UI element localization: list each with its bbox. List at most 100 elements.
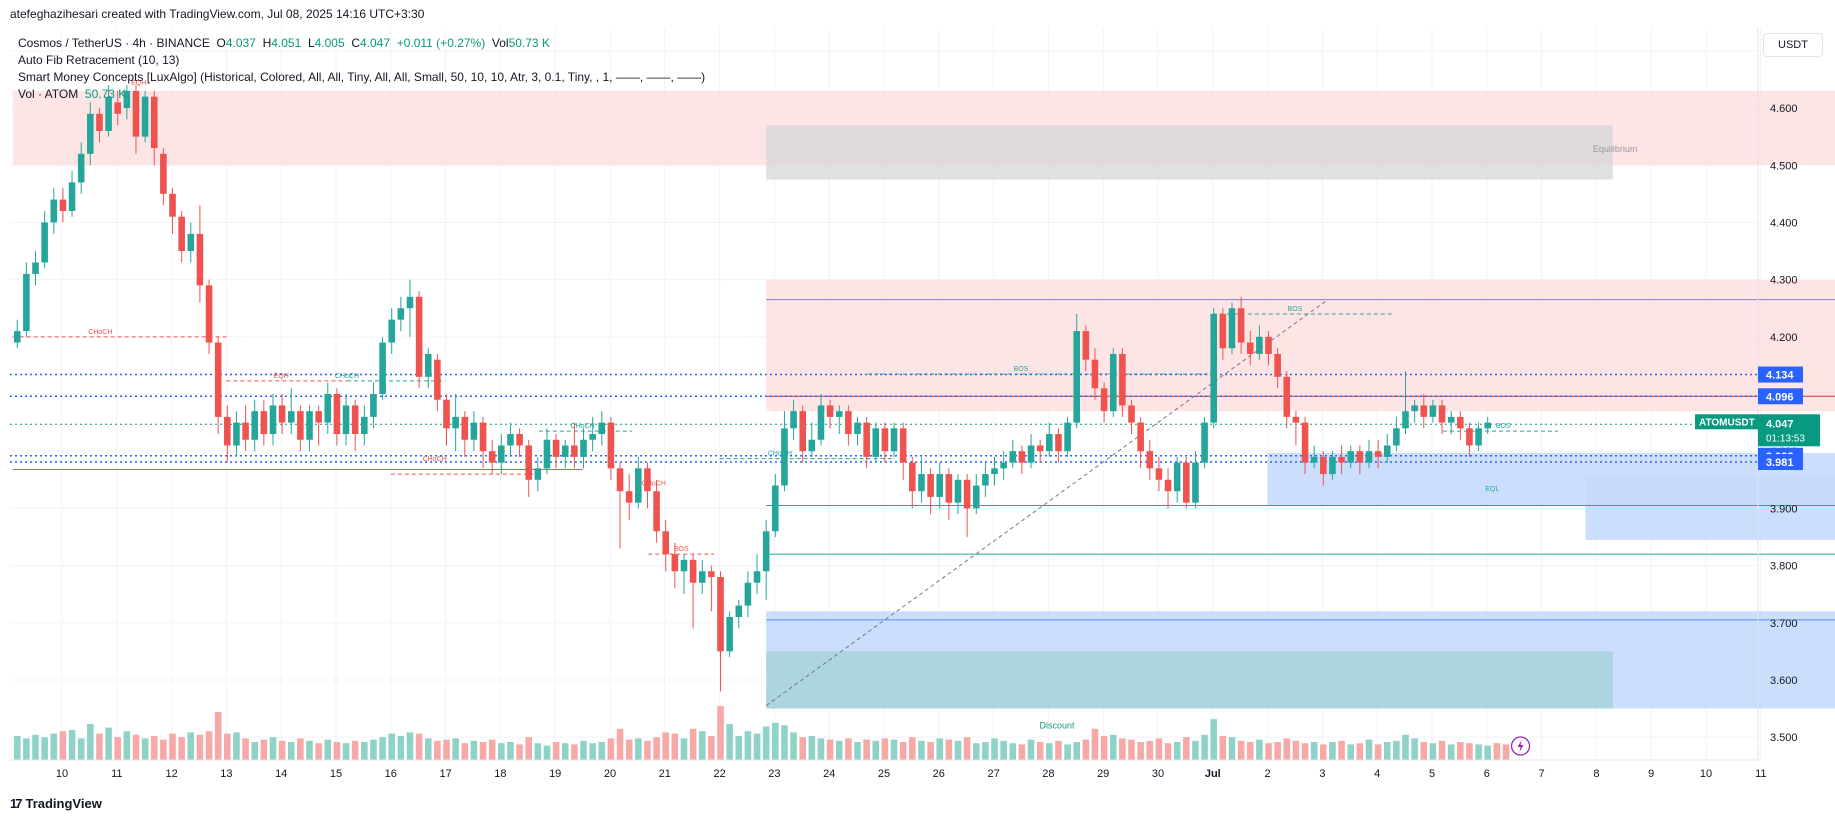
candle-body [680, 559, 688, 572]
volume-bar [909, 737, 916, 760]
time-tick-label: Jul [1205, 768, 1221, 780]
price-tick-label: 3.500 [1770, 732, 1798, 744]
candle-body [1018, 451, 1026, 463]
volume-bar [214, 712, 222, 760]
candle-body [881, 428, 889, 452]
volume-bar [927, 742, 934, 760]
volume-bar [333, 742, 341, 760]
candle-body [1256, 336, 1263, 354]
volume-bar [1082, 739, 1090, 760]
candle-body [525, 445, 533, 480]
candle-body [1292, 416, 1300, 423]
time-tick-label: 15 [330, 768, 342, 780]
volume-bar [123, 731, 131, 760]
structure-labels: CHoCH EQH CHoCH CHoCH CHoCH CHoCH BOS CHoCH BOS B… [88, 80, 1511, 553]
time-tick-label: 28 [1042, 768, 1054, 780]
candle-body [178, 216, 185, 252]
candle-body [479, 422, 487, 452]
volume-bar [1146, 740, 1154, 760]
volume-bar [397, 736, 405, 760]
last-price-tag [1758, 414, 1820, 447]
indicator-volume[interactable]: Vol · ATOM 50.73 K [18, 87, 127, 101]
volume-bar [1365, 739, 1373, 760]
candle-body [1420, 405, 1428, 417]
structure-lines [10, 299, 1835, 707]
time-tick-label: 8 [1593, 768, 1599, 780]
candle-body [1475, 428, 1482, 446]
volume-bar [187, 732, 195, 760]
level-price-label: 4.134 [1766, 370, 1794, 382]
candle-body [671, 554, 679, 572]
candle-body [351, 405, 359, 435]
volume-bar [954, 740, 962, 760]
volume-bar [1018, 744, 1026, 760]
candle-body [1064, 422, 1071, 452]
indicator-smc[interactable]: Smart Money Concepts [LuxAlgo] (Historic… [18, 70, 706, 84]
indicator-fib[interactable]: Auto Fib Retracement (10, 13) [18, 53, 180, 67]
volume-bar [114, 737, 122, 760]
candle-body [1201, 422, 1208, 463]
time-tick-label: 10 [1700, 768, 1712, 780]
candle-body [717, 577, 724, 652]
volume-bar [1055, 740, 1062, 760]
volume-bar [1420, 742, 1428, 760]
volume-bar [1073, 742, 1081, 760]
volume-bar [571, 744, 578, 760]
volume-bar [1484, 745, 1492, 760]
chart-legend: Cosmos / TetherUS · 4h · BINANCE O4.037 … [18, 35, 705, 103]
volume-bar [543, 745, 551, 760]
volume-bar [96, 733, 103, 760]
price-tick-label: 4.300 [1770, 275, 1798, 287]
candle-body [1356, 451, 1364, 463]
volume-bar [1475, 744, 1482, 760]
candle-body [698, 571, 706, 583]
time-tick-label: 26 [933, 768, 945, 780]
volume-bar [1109, 734, 1117, 760]
time-tick-label: 30 [1152, 768, 1164, 780]
candle-body [1310, 456, 1318, 463]
volume-bar [23, 738, 30, 760]
candle-body [1228, 308, 1236, 349]
candle-body [1192, 462, 1199, 503]
currency-button[interactable]: USDT [1763, 33, 1823, 57]
price-tick-label: 3.800 [1770, 561, 1798, 573]
candle-body [1164, 479, 1172, 492]
candle-body [790, 411, 797, 429]
volume-bar [1329, 742, 1336, 760]
volume-bar [434, 740, 441, 760]
candle-body [434, 359, 441, 400]
candle-body [1055, 434, 1062, 452]
candle-body [963, 479, 971, 509]
volume-bar [561, 743, 569, 760]
candle-body [1119, 353, 1126, 406]
candle-body [854, 422, 861, 435]
candle-body [397, 308, 405, 320]
volume-bar [680, 738, 688, 760]
candle-body [187, 233, 195, 252]
candle-body [324, 394, 332, 423]
candle-body [972, 485, 980, 509]
candle-body [954, 479, 962, 503]
volume-bar [224, 733, 231, 760]
volume-bar [479, 742, 487, 760]
price-tick-label: 4.400 [1770, 217, 1798, 229]
level-price-tag [1758, 388, 1803, 405]
candle-body [735, 605, 743, 618]
candle-body [589, 434, 596, 440]
volume-bar [1320, 744, 1327, 760]
candle-body [1265, 336, 1272, 354]
volume-bar [1000, 740, 1007, 760]
volume-bar [1228, 737, 1236, 760]
candle-body [918, 474, 925, 492]
candle-body [552, 439, 560, 457]
volume-bar [625, 739, 633, 760]
candle-body [1466, 428, 1473, 446]
candle-body [224, 416, 231, 446]
volume-bar [598, 742, 606, 760]
structure-label: CHoCH [571, 423, 595, 430]
time-tick-label: 13 [220, 768, 232, 780]
candle-body [1393, 428, 1400, 446]
symbol-row: Cosmos / TetherUS · 4h · BINANCE O4.037 … [18, 36, 550, 50]
price-tick-label: 3.600 [1770, 675, 1798, 687]
